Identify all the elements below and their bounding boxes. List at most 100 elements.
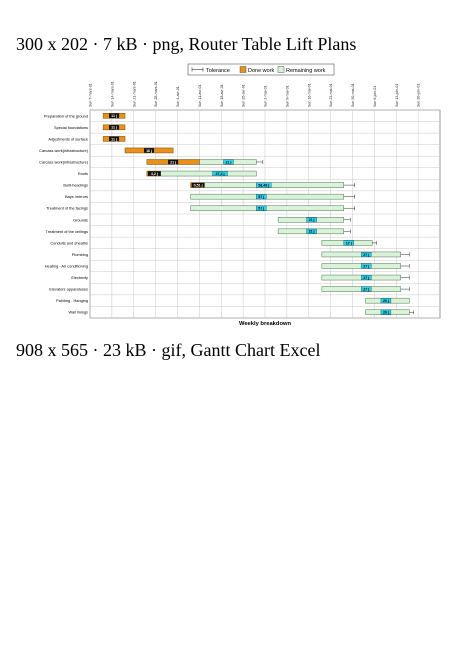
task-row: Carcass work(infrastructure) 16 j: [39, 147, 174, 154]
remaining-work-bar: [190, 193, 344, 200]
task-name-label: Built-headings: [63, 183, 88, 188]
task-name-label: Treatment of the ceilings: [46, 229, 89, 234]
task-name-label: Roofs: [78, 171, 88, 176]
task-row: Special foundations 11 j: [54, 124, 126, 131]
task-row: Electricity 27 j: [71, 274, 410, 281]
remaining-duration-badge: [380, 309, 392, 315]
remaining-duration-label: 21 j: [309, 218, 315, 222]
task-name-label: Electricity: [71, 275, 88, 280]
remaining-duration-label: 21 j: [225, 160, 231, 164]
remaining-duration-label: 27 j: [363, 264, 369, 268]
remaining-duration-label: 57 j: [258, 195, 264, 199]
remaining-work-bar: [159, 170, 257, 177]
done-duration-badge: [109, 125, 120, 130]
legend-swatch-remaining: [277, 66, 285, 73]
week-tick-label: Sun 4-avr-01: [176, 86, 180, 107]
remaining-duration-badge: [380, 298, 392, 304]
task-name-label: Preparation of the ground: [44, 113, 88, 118]
remaining-duration-label: 27 j: [363, 276, 369, 280]
done-duration-badge: [147, 171, 161, 176]
done-duration-badge: [109, 113, 120, 119]
done-duration-label: 4,2 j: [151, 172, 158, 176]
task-name-label: Carcass work(infrastructure): [39, 148, 89, 153]
task-row: Preparation of the ground 11 j: [44, 113, 126, 119]
image-caption-top[interactable]: 300 x 202 · 7 kB · png, Router Table Lif…: [16, 34, 357, 54]
done-duration-label: 21 j: [170, 160, 176, 164]
remaining-duration-label: 57 j: [258, 207, 264, 211]
week-tick-label: Sun 14-mars-01: [110, 81, 114, 107]
task-row: Painting - Hanging 20 j: [56, 297, 410, 304]
done-duration-label: 16 j: [146, 149, 152, 153]
task-row: Conduits and sheaths 17 j: [50, 240, 377, 246]
week-tick-label: Sun 28-mars-01: [154, 81, 158, 107]
week-tick-label: Sun 16-mai-01: [307, 83, 311, 107]
done-duration-badge: [168, 159, 179, 165]
done-duration-badge: [144, 148, 155, 153]
task-row: Built-headings 0,51 j 58,49 j: [63, 182, 355, 188]
x-axis-label: Weekly breakdown: [239, 321, 292, 327]
week-tick-label: Sun 20-juin-01: [417, 84, 421, 107]
task-row: Treatment of the ceilings 21 j: [46, 228, 351, 235]
week-tick-label: Sun 21-mars-01: [132, 81, 136, 107]
legend-box: [187, 63, 335, 76]
task-name-label: Grounds: [73, 217, 88, 222]
task-row: Heating - Air conditioning 27 j: [45, 263, 410, 269]
task-row: Roofs 4,2 j 37,2 j: [78, 170, 257, 177]
week-tick-label: Sun 2-mai-01: [264, 85, 268, 107]
remaining-duration-label: 20 j: [383, 311, 389, 315]
task-row: Adjustments of surface 11 j: [48, 136, 126, 142]
task-row: Plumbing 27 j: [72, 251, 410, 258]
remaining-duration-label: 27 j: [363, 288, 369, 292]
legend-label-done: Done work: [248, 68, 275, 74]
task-name-label: Adjustments of surface: [48, 136, 88, 141]
remaining-work-bar: [190, 205, 344, 211]
remaining-duration-badge: [256, 205, 267, 211]
task-row: Bays /mirrors 57 j: [65, 193, 355, 200]
week-tick-label: Sun 30-mai-01: [351, 83, 355, 107]
remaining-duration-badge: [361, 251, 372, 257]
task-row: Carcass work(infrastructure) 21 j 21 j: [39, 159, 264, 165]
week-tick-label: Sun 7-mars-01: [89, 83, 93, 107]
week-tick-label: Sun 6-juin-01: [373, 86, 377, 107]
legend-label-remaining: Remaining work: [286, 68, 326, 74]
remaining-duration-label: 20 j: [383, 299, 389, 303]
remaining-duration-label: 27 j: [363, 253, 369, 257]
week-tick-label: Sun 13-juin-01: [395, 84, 399, 107]
week-tick-label: Sun 25-avr-01: [242, 84, 246, 107]
task-name-label: Carcass work(infrastructure): [39, 160, 89, 165]
remaining-duration-label: 37,2 j: [216, 172, 225, 176]
done-duration-badge: [191, 182, 205, 188]
week-tick-label: Sun 9-mai-01: [285, 85, 289, 107]
task-name-label: Special foundations: [54, 125, 88, 130]
remaining-duration-badge: [361, 286, 372, 292]
task-row: Treatment of the facings 57 j: [46, 205, 355, 211]
task-row: Grounds 21 j: [73, 217, 351, 223]
remaining-duration-badge: [256, 182, 272, 188]
legend-label-tolerance: Tolerance: [206, 68, 230, 74]
remaining-duration-label: 21 j: [309, 230, 315, 234]
image-caption-bottom[interactable]: 908 x 565 · 23 kB · gif, Gantt Chart Exc…: [16, 340, 321, 360]
remaining-duration-badge: [361, 275, 372, 281]
done-duration-label: 11 j: [111, 114, 117, 118]
task-name-label: Treatment of the facings: [46, 206, 88, 211]
done-duration-label: 11 j: [111, 126, 117, 130]
week-tick-label: Sun 11-avr-01: [198, 84, 202, 107]
remaining-duration-badge: [223, 159, 234, 165]
remaining-duration-badge: [256, 194, 267, 200]
task-name-label: Heating - Air conditioning: [45, 264, 88, 269]
done-duration-label: 11 j: [111, 137, 117, 141]
chart-legend: Tolerance Done work Remaining work: [187, 63, 335, 76]
remaining-duration-badge: [212, 171, 228, 177]
task-name-label: Painting - Hanging: [56, 298, 88, 303]
legend-swatch-done: [239, 66, 247, 73]
week-tick-label: Sun 23-mai-01: [329, 83, 333, 107]
task-row: Elevators apparatuses 27 j: [49, 286, 410, 292]
task-name-label: Plumbing: [72, 252, 88, 257]
done-duration-label: 0,51 j: [194, 184, 203, 188]
remaining-duration-badge: [361, 263, 372, 269]
task-name-label: Elevators apparatuses: [49, 287, 88, 292]
done-duration-badge: [109, 136, 120, 142]
week-tick-label: Sun 18-avr-01: [220, 84, 224, 107]
task-name-label: Wall linings: [68, 310, 88, 315]
